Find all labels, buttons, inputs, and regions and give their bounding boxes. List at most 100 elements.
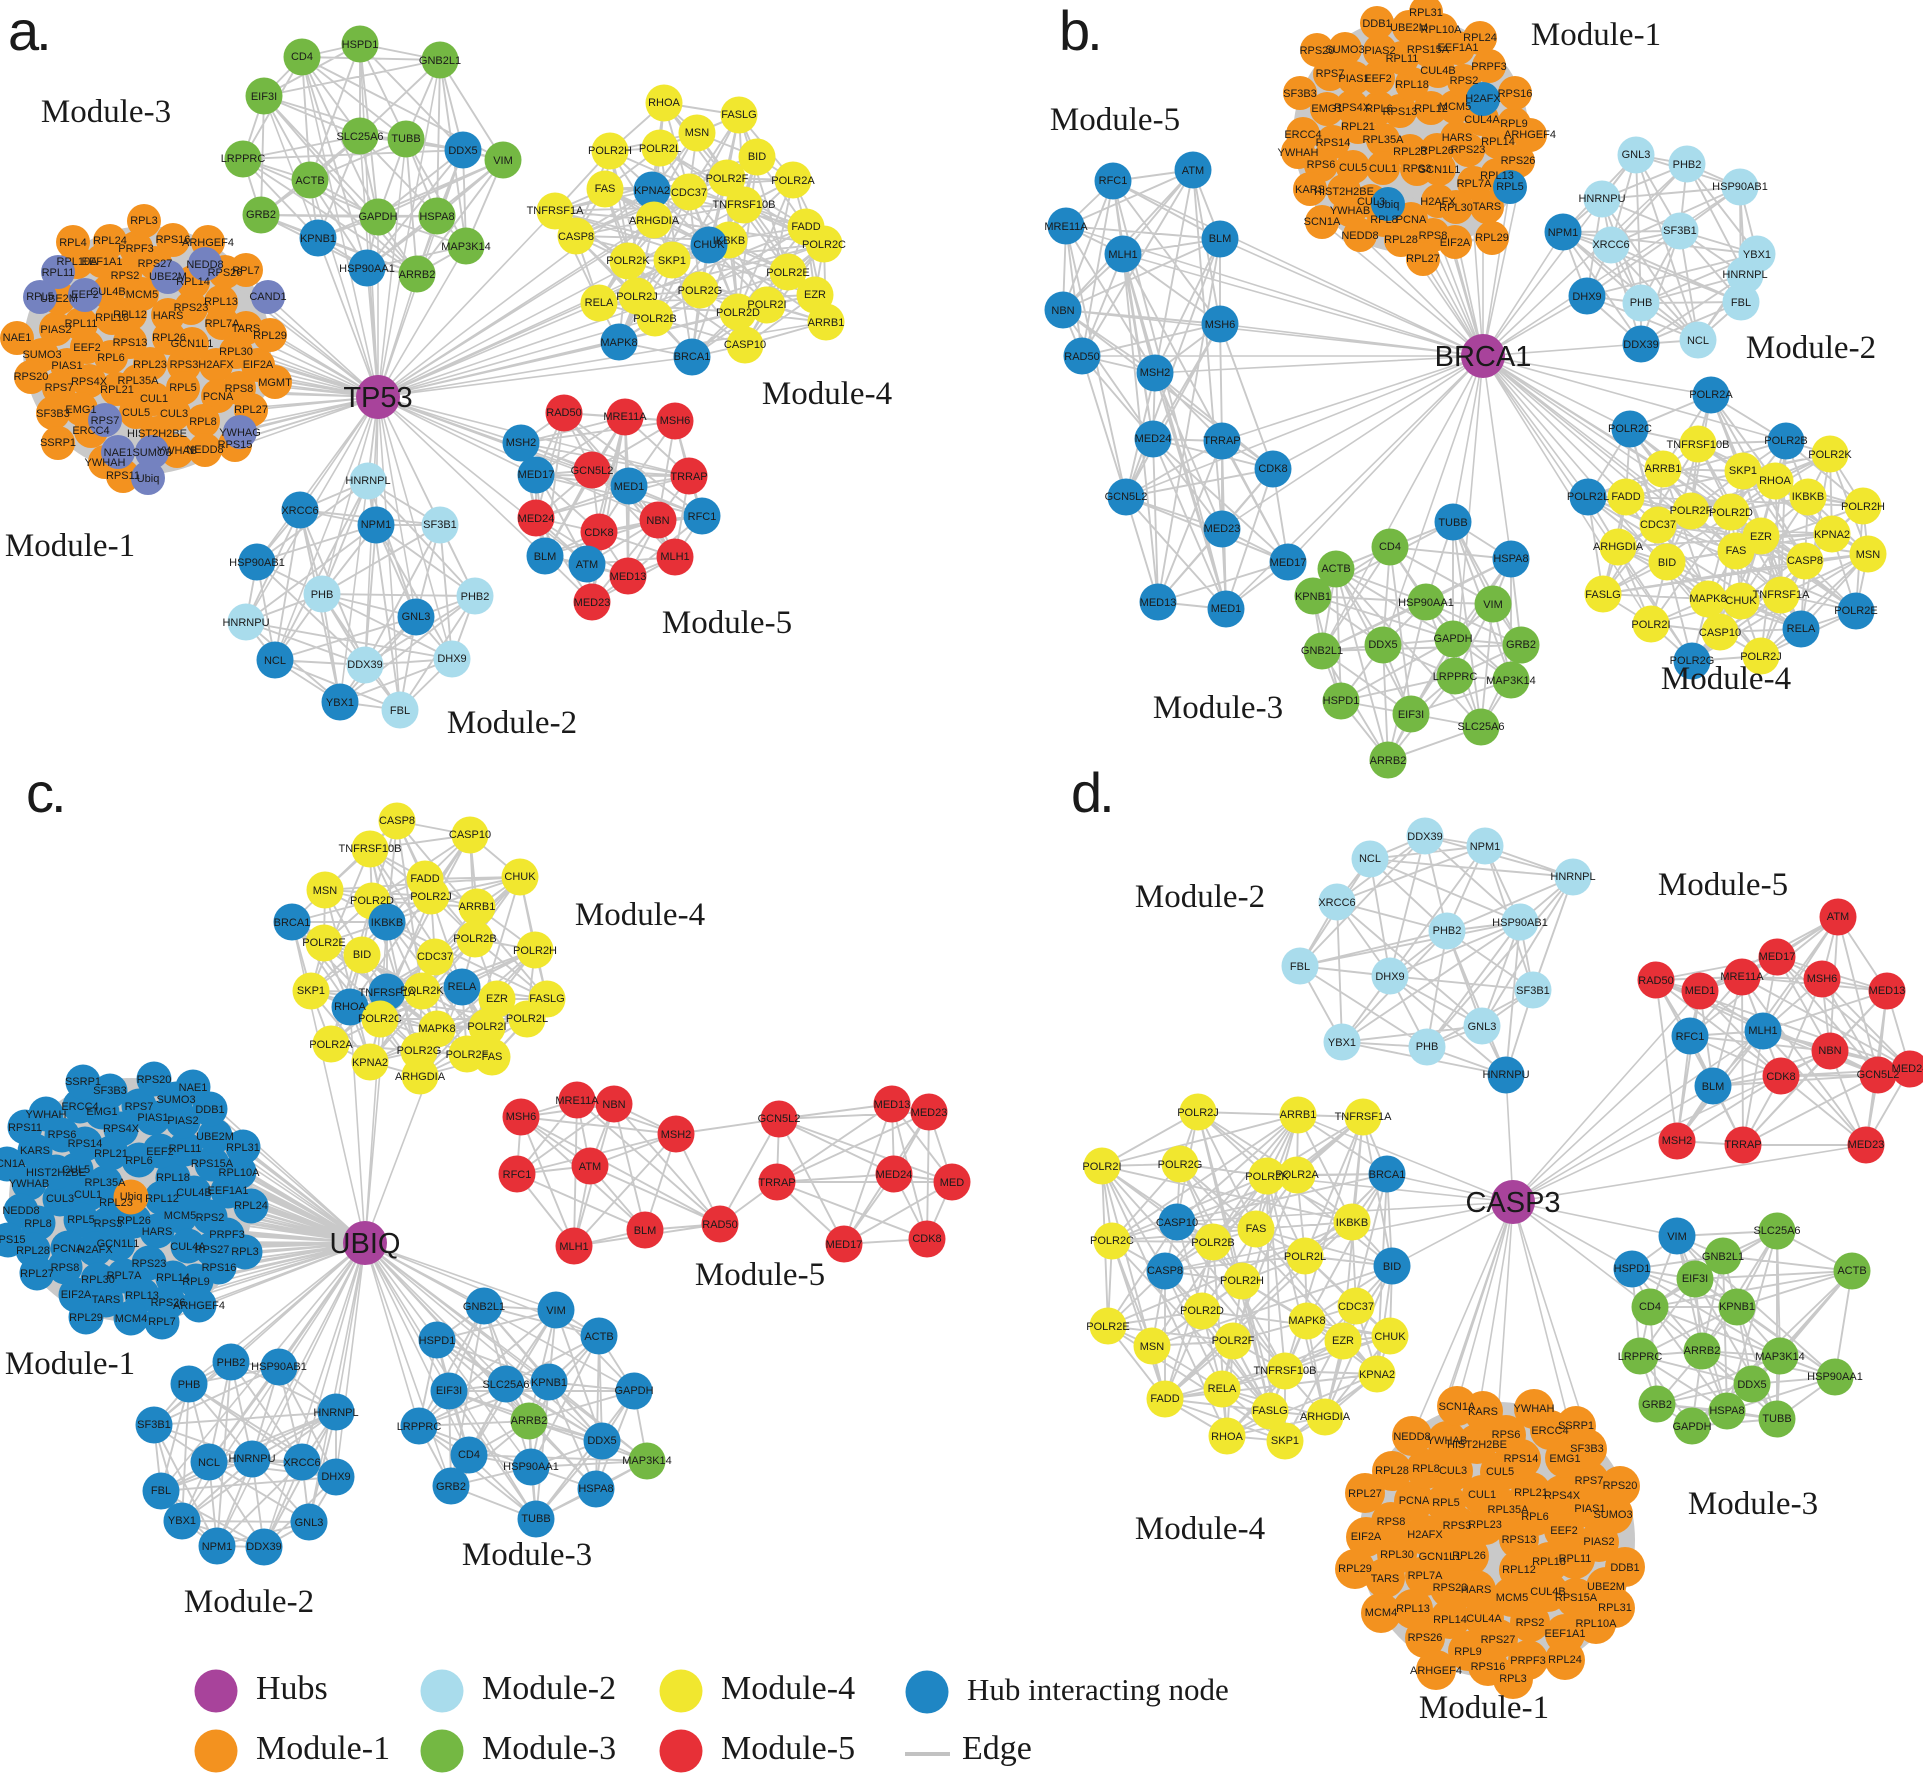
svg-text:H2AFX: H2AFX xyxy=(1407,1529,1443,1541)
svg-text:GCN5L2: GCN5L2 xyxy=(1857,1069,1900,1081)
svg-text:UBE2M: UBE2M xyxy=(1390,22,1428,34)
svg-text:GAPDH: GAPDH xyxy=(1433,633,1472,645)
svg-text:RPL28: RPL28 xyxy=(1375,1465,1409,1477)
svg-text:CHUK: CHUK xyxy=(1725,595,1757,607)
svg-text:PIAS1: PIAS1 xyxy=(1338,73,1369,85)
svg-text:Module-2: Module-2 xyxy=(1135,879,1265,915)
svg-text:CUL5: CUL5 xyxy=(1339,162,1367,174)
svg-text:TNFRSF1A: TNFRSF1A xyxy=(359,987,417,999)
svg-text:PCNA: PCNA xyxy=(1396,214,1427,226)
svg-text:Module-1: Module-1 xyxy=(5,528,135,564)
svg-text:MCM5: MCM5 xyxy=(1496,1592,1528,1604)
svg-text:MED13: MED13 xyxy=(1140,597,1177,609)
svg-text:PIAS2: PIAS2 xyxy=(167,1115,198,1127)
svg-text:POLR2B: POLR2B xyxy=(1764,435,1807,447)
svg-text:FASLG: FASLG xyxy=(1252,1405,1287,1417)
svg-text:POLR2F: POLR2F xyxy=(1212,1335,1255,1347)
svg-text:VIM: VIM xyxy=(493,155,513,167)
svg-text:RFC1: RFC1 xyxy=(1099,175,1128,187)
svg-text:POLR2J: POLR2J xyxy=(616,291,658,303)
svg-text:RPL3: RPL3 xyxy=(130,215,158,227)
svg-text:NCL: NCL xyxy=(198,1457,220,1469)
svg-text:VIM: VIM xyxy=(546,1305,566,1317)
svg-text:TNFRSF10B: TNFRSF10B xyxy=(1254,1365,1317,1377)
svg-text:MAP3K14: MAP3K14 xyxy=(622,1455,672,1467)
svg-text:POLR2K: POLR2K xyxy=(400,985,444,997)
svg-text:GCN1L1: GCN1L1 xyxy=(1418,164,1461,176)
svg-text:MAP3K14: MAP3K14 xyxy=(441,241,491,253)
svg-text:GCN5L2: GCN5L2 xyxy=(571,465,614,477)
svg-text:YWHAB: YWHAB xyxy=(9,1178,49,1190)
svg-text:BRCA1: BRCA1 xyxy=(1435,341,1532,373)
svg-text:RPS23: RPS23 xyxy=(174,302,209,314)
svg-text:Module-1: Module-1 xyxy=(1531,17,1661,53)
svg-text:Module-4: Module-4 xyxy=(1661,661,1791,697)
svg-text:PCNA: PCNA xyxy=(203,391,234,403)
svg-text:RPL24: RPL24 xyxy=(234,1200,268,1212)
svg-text:HSPA8: HSPA8 xyxy=(1709,1405,1744,1417)
svg-text:RPL21: RPL21 xyxy=(1514,1487,1548,1499)
svg-text:CDC37: CDC37 xyxy=(417,951,453,963)
svg-text:IKBKB: IKBKB xyxy=(713,235,745,247)
svg-text:ARHGEF4: ARHGEF4 xyxy=(1504,129,1556,141)
svg-text:SF3B1: SF3B1 xyxy=(1516,985,1550,997)
svg-text:SF3B3: SF3B3 xyxy=(36,408,70,420)
svg-text:EZR: EZR xyxy=(486,993,508,1005)
svg-text:HSP90AA1: HSP90AA1 xyxy=(1398,597,1454,609)
svg-text:SUMO3: SUMO3 xyxy=(156,1094,195,1106)
svg-text:GNL3: GNL3 xyxy=(402,611,431,623)
svg-text:RELA: RELA xyxy=(1208,1383,1237,1395)
svg-text:MLH1: MLH1 xyxy=(1748,1025,1777,1037)
svg-text:CUL1: CUL1 xyxy=(1369,163,1397,175)
svg-text:EIF3I: EIF3I xyxy=(251,91,277,103)
svg-text:POLR2G: POLR2G xyxy=(1670,655,1715,667)
svg-text:TNFRSF1A: TNFRSF1A xyxy=(527,205,585,217)
svg-text:RPL35A: RPL35A xyxy=(1488,1504,1530,1516)
svg-text:RPL13: RPL13 xyxy=(1396,1603,1430,1615)
svg-text:MCM5: MCM5 xyxy=(126,289,158,301)
svg-text:KPNB1: KPNB1 xyxy=(1295,591,1331,603)
svg-text:MED23: MED23 xyxy=(574,597,611,609)
svg-text:MED1: MED1 xyxy=(614,481,645,493)
svg-text:HSP90AB1: HSP90AB1 xyxy=(229,557,285,569)
svg-text:SLC25A6: SLC25A6 xyxy=(1457,721,1504,733)
svg-text:POLR2F: POLR2F xyxy=(1670,505,1713,517)
svg-text:RPL10A: RPL10A xyxy=(1576,1618,1618,1630)
svg-text:EMG1: EMG1 xyxy=(1311,103,1342,115)
svg-text:RAD50: RAD50 xyxy=(1064,351,1099,363)
svg-text:RPL4: RPL4 xyxy=(59,237,87,249)
svg-text:RPS8: RPS8 xyxy=(225,383,254,395)
svg-text:FBL: FBL xyxy=(1731,297,1751,309)
svg-text:RPS6: RPS6 xyxy=(1492,1429,1521,1441)
svg-text:ARHGEF4: ARHGEF4 xyxy=(1410,1665,1462,1677)
svg-text:TUBB: TUBB xyxy=(521,1513,550,1525)
svg-text:RPS2: RPS2 xyxy=(1450,75,1479,87)
svg-text:EZR: EZR xyxy=(1750,531,1772,543)
svg-text:POLR2A: POLR2A xyxy=(1275,1169,1319,1181)
svg-text:RFC1: RFC1 xyxy=(1676,1031,1705,1043)
svg-text:NBN: NBN xyxy=(646,515,669,527)
svg-text:RPS15A: RPS15A xyxy=(1407,44,1450,56)
svg-text:BLM: BLM xyxy=(534,551,557,563)
svg-text:EEF1A1: EEF1A1 xyxy=(1545,1628,1586,1640)
svg-text:HSPA8: HSPA8 xyxy=(578,1483,613,1495)
svg-text:RPS20: RPS20 xyxy=(1603,1480,1638,1492)
svg-text:YWHAB: YWHAB xyxy=(157,445,197,457)
svg-text:CASP8: CASP8 xyxy=(558,231,594,243)
svg-text:RPS26: RPS26 xyxy=(1501,155,1536,167)
svg-text:SUMO3: SUMO3 xyxy=(132,447,171,459)
svg-text:CUL3: CUL3 xyxy=(1357,196,1385,208)
svg-text:POLR2A: POLR2A xyxy=(309,1039,353,1051)
svg-text:RPL5: RPL5 xyxy=(1496,181,1524,193)
svg-text:ERCC4: ERCC4 xyxy=(72,425,109,437)
svg-text:CDK8: CDK8 xyxy=(584,527,613,539)
svg-text:ATM: ATM xyxy=(579,1161,601,1173)
svg-text:RPL7A: RPL7A xyxy=(1408,1570,1444,1582)
svg-text:EEF1A1: EEF1A1 xyxy=(1438,42,1479,54)
svg-text:UBE2M: UBE2M xyxy=(149,271,187,283)
svg-text:HNRNPU: HNRNPU xyxy=(228,1453,275,1465)
svg-text:HSPD1: HSPD1 xyxy=(1323,695,1360,707)
svg-text:RPL6: RPL6 xyxy=(1521,1511,1549,1523)
svg-text:GAPDH: GAPDH xyxy=(614,1385,653,1397)
svg-text:POLR2J: POLR2J xyxy=(410,891,452,903)
